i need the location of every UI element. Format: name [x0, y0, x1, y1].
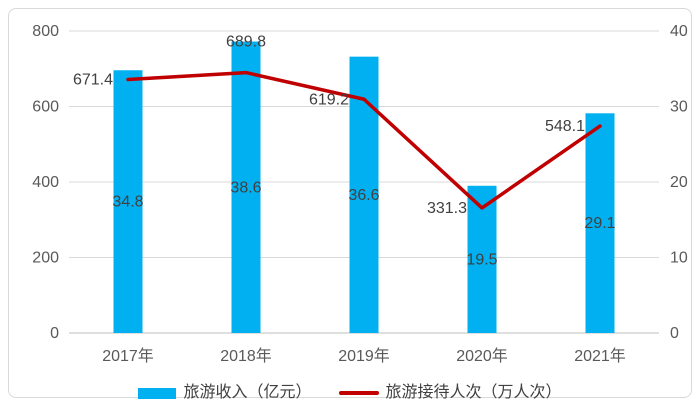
bar-value-label: 29.1 — [584, 215, 615, 232]
line-value-label: 689.8 — [226, 34, 266, 51]
legend-item-visitors: 旅游接待人次（万人次） — [338, 384, 562, 401]
x-axis-label: 2020年 — [456, 347, 508, 365]
bar-2021年 — [585, 113, 615, 333]
legend-bar-label: 旅游收入（亿元） — [183, 384, 312, 401]
chart-card: 0 0 200 10 400 20 600 30 800 40 34.8 38.6 36.6 19.5 29… — [8, 8, 692, 401]
bar-value-label: 38.6 — [230, 179, 261, 196]
left-axis-tick-label: 800 — [32, 23, 59, 40]
line-value-label: 548.1 — [545, 118, 585, 135]
legend-bar-swatch — [138, 387, 177, 399]
bar-2020年 — [467, 185, 497, 333]
left-axis-tick-label: 0 — [50, 325, 59, 342]
x-axis-label: 2018年 — [220, 347, 272, 365]
combo-chart-plot: 0 0 200 10 400 20 600 30 800 40 34.8 38.6 36.6 19.5 29… — [32, 23, 688, 365]
right-axis-tick-label: 10 — [670, 250, 688, 267]
right-axis-tick-label: 30 — [670, 99, 688, 116]
chart-legend: 旅游收入（亿元） 旅游接待人次（万人次） — [9, 385, 691, 401]
legend-line-swatch — [338, 391, 379, 395]
line-value-label: 671.4 — [73, 72, 113, 89]
legend-line-label: 旅游接待人次（万人次） — [385, 384, 562, 401]
line-series — [126, 70, 602, 210]
bar-2018年 — [231, 41, 261, 333]
x-axis-label: 2017年 — [102, 347, 154, 365]
bar-2017年 — [113, 70, 143, 333]
bar-value-label: 36.6 — [348, 187, 379, 204]
bar-2019年 — [349, 56, 379, 334]
x-axis-label: 2019年 — [338, 347, 390, 365]
left-axis-tick-label: 600 — [32, 99, 59, 116]
x-axis-label: 2021年 — [574, 347, 626, 365]
line-value-label: 619.2 — [309, 91, 349, 108]
bar-value-label: 19.5 — [466, 251, 497, 268]
right-axis-tick-label: 20 — [670, 174, 688, 191]
right-axis-tick-label: 0 — [670, 325, 679, 342]
right-axis-tick-label: 40 — [670, 23, 688, 40]
left-axis-tick-label: 400 — [32, 174, 59, 191]
legend-item-revenue: 旅游收入（亿元） — [138, 384, 312, 401]
left-axis-tick-label: 200 — [32, 250, 59, 267]
line-value-label: 331.3 — [427, 200, 467, 217]
bar-value-label: 34.8 — [112, 194, 143, 211]
